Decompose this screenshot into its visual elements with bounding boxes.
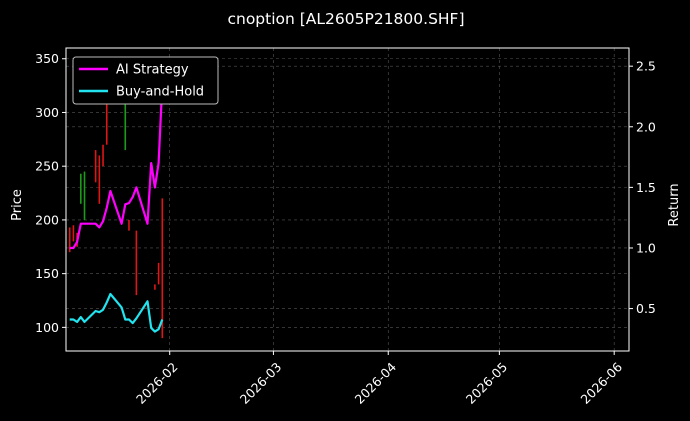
y-tick-label-left: 350 <box>35 51 59 66</box>
series-lines <box>69 84 164 333</box>
y-tick-label-left: 300 <box>35 105 59 120</box>
y-tick-label-right: 1.5 <box>636 180 656 195</box>
chart-title: cnoption [AL2605P21800.SHF] <box>227 10 464 28</box>
y-axis-label-right: Return <box>667 183 682 226</box>
legend: AI Strategy Buy-and-Hold <box>72 56 219 105</box>
y-tick-label-right: 0.5 <box>636 301 656 316</box>
y-tick-label-right: 2.5 <box>636 59 656 74</box>
y-axis-label-left: Price <box>10 189 25 221</box>
series-line-strategy <box>69 84 164 250</box>
y-tick-label-left: 150 <box>35 266 59 281</box>
grid <box>66 48 629 351</box>
y-axis-left: 100 150 200 250 300 350 <box>35 51 66 335</box>
legend-label-strategy: AI Strategy <box>116 63 189 78</box>
legend-label-buyhold: Buy-and-Hold <box>116 85 204 100</box>
y-tick-label-left: 100 <box>35 320 59 335</box>
y-axis-right: 0.5 1.0 1.5 2.0 2.5 <box>629 59 656 316</box>
plot-frame <box>65 47 630 352</box>
y-tick-label-right: 2.0 <box>636 119 656 134</box>
y-tick-label-left: 250 <box>35 159 59 174</box>
y-tick-label-left: 200 <box>35 212 59 227</box>
y-tick-label-right: 1.0 <box>636 240 656 255</box>
series-line-buyhold <box>69 292 164 333</box>
legend-box <box>72 56 219 105</box>
